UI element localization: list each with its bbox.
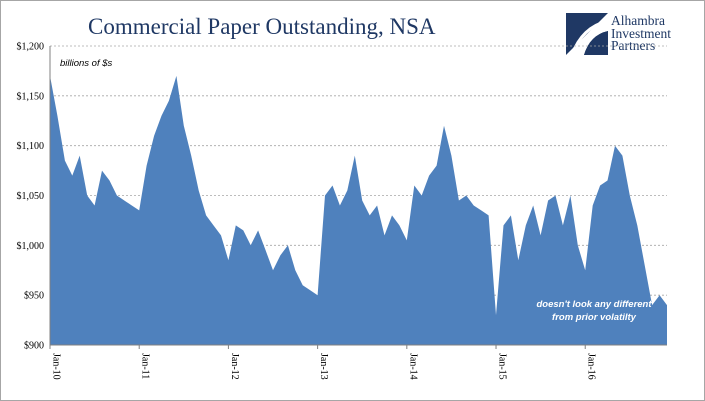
annotation-line: doesn't look any different (536, 299, 652, 310)
logo-line: Investment (611, 25, 671, 41)
x-tick-labels: Jan-10 Jan-11 Jan-12 Jan-13 Jan-14 Jan-15 Jan-… (49, 345, 597, 380)
y-tick-label: $1,100 (17, 141, 45, 152)
logo-line: Partners (611, 38, 656, 53)
chart-title: Commercial Paper Outstanding, NSA (88, 14, 436, 39)
x-tick-label: Jan-16 (586, 353, 597, 380)
series-area (50, 75, 667, 346)
y-tick-label: $950 (24, 291, 44, 302)
x-tick-label: Jan-13 (318, 353, 329, 380)
y-tick-label: $1,000 (17, 241, 45, 252)
y-tick-label: $900 (24, 341, 44, 352)
y-tick-label: $1,050 (17, 191, 45, 202)
logo-line: Alhambra (611, 13, 665, 28)
x-tick-label: Jan-12 (229, 353, 240, 380)
logo-text: Alhambra Investment Partners (611, 13, 671, 53)
company-logo: Alhambra Investment Partners (566, 13, 702, 61)
unit-label: billions of $s (60, 58, 113, 69)
y-tick-label: $1,150 (17, 91, 45, 102)
y-tick-label: $1,200 (17, 42, 45, 53)
x-tick-label: Jan-11 (140, 353, 151, 379)
axes (49, 46, 667, 346)
x-tick-label: Jan-14 (407, 353, 418, 380)
y-tick-labels: $900 $950 $1,000 $1,050 $1,100 $1,150 $1,200 (17, 42, 45, 352)
x-tick-label: Jan-15 (497, 353, 508, 380)
x-tick-label: Jan-10 (51, 353, 62, 380)
logo-mark-icon (566, 13, 608, 55)
annotation-line: from prior volatilty (552, 312, 637, 323)
